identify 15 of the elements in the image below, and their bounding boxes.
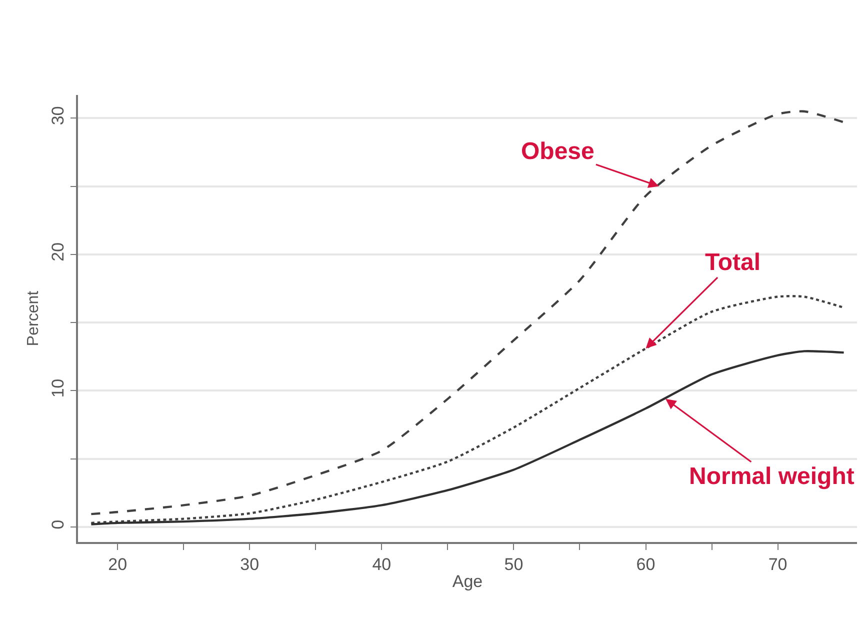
x-tick-label: 70	[768, 555, 788, 574]
x-tick-label: 60	[636, 555, 656, 574]
annotation: Obese	[521, 138, 594, 165]
y-tick-label: 20	[48, 242, 68, 262]
x-tick-label: 20	[108, 555, 128, 574]
x-tick-label: 40	[372, 555, 392, 574]
y-tick-label: 0	[48, 520, 68, 530]
x-tick-label: 30	[240, 555, 260, 574]
annotation: Normal weight	[689, 463, 854, 490]
x-axis-title: Age	[452, 572, 483, 592]
y-tick-label: 10	[48, 378, 68, 398]
y-tick-label: 30	[48, 106, 68, 126]
annotation: Total	[705, 249, 761, 276]
y-axis-title: Percent	[24, 290, 42, 346]
x-tick-label: 50	[504, 555, 524, 574]
